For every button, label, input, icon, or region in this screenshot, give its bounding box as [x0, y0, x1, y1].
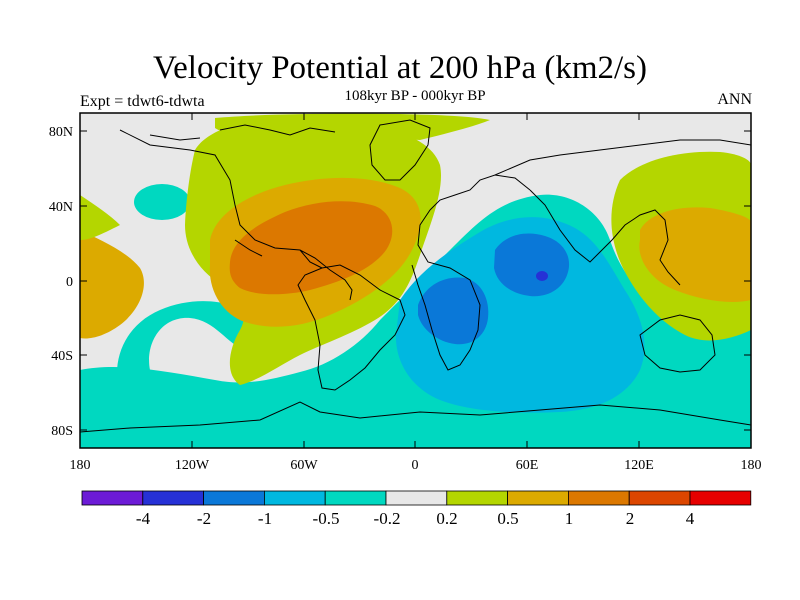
- y-tick-label: 40S: [51, 349, 73, 364]
- y-tick-label: 0: [66, 275, 73, 290]
- colorbar-box: [385, 490, 448, 506]
- x-tick-label: 120W: [175, 458, 210, 473]
- colorbar-labels: -4 -2 -1 -0.5 -0.2 0.2 0.5 1 2 4: [136, 509, 695, 528]
- contour-gold-west: [80, 230, 144, 339]
- contour-cyan-north-pacific: [134, 184, 190, 220]
- colorbar-box: [81, 490, 144, 506]
- contour-blue-darker-2: [494, 233, 570, 297]
- colorbar-label: 0.2: [436, 509, 457, 528]
- contour-green-northeast: [640, 160, 748, 187]
- x-tick-label: 120E: [624, 458, 654, 473]
- x-tick-label: 60W: [290, 458, 318, 473]
- colorbar-box: [446, 490, 508, 506]
- contour-field: [80, 113, 751, 448]
- coast-asia: [494, 139, 751, 286]
- colorbar-label: -2: [197, 509, 211, 528]
- plot-subtitle: 108kyr BP - 000kyr BP: [344, 88, 486, 104]
- experiment-label: Expt = tdwt6-tdwta: [80, 93, 205, 110]
- colorbar-label: -1: [258, 509, 272, 528]
- y-tick-label: 80S: [51, 424, 73, 439]
- contour-gold-east: [639, 207, 751, 302]
- y-axis-ticks: [80, 130, 751, 431]
- plot-title: Velocity Potential at 200 hPa (km2/s): [152, 50, 648, 86]
- coast-south-america: [297, 264, 406, 391]
- colorbar-box: [324, 490, 387, 506]
- contour-blue-darker: [418, 277, 489, 345]
- colorbar-label: 1: [565, 509, 574, 528]
- colorbar-box: [263, 490, 326, 506]
- coast-australia: [639, 314, 716, 373]
- contour-cyan-pacific: [116, 301, 263, 396]
- contour-min-cell: [536, 271, 548, 281]
- colorbar-box: [142, 490, 205, 506]
- contour-green-west: [80, 195, 120, 240]
- coast-north-america: [119, 129, 353, 301]
- colorbar-box: [568, 490, 630, 506]
- y-tick-label: 40N: [49, 200, 73, 215]
- colorbar-box: [203, 490, 265, 506]
- coast-antarctica: [80, 401, 751, 433]
- colorbar-label: -0.2: [374, 509, 401, 528]
- colorbar-box: [507, 490, 569, 506]
- colorbar-box: [689, 490, 752, 506]
- colorbar-label: 2: [626, 509, 635, 528]
- x-axis-ticks: [79, 113, 752, 448]
- coast-europe-africa: [411, 174, 531, 371]
- x-tick-label: 180: [70, 458, 91, 473]
- colorbar-label: -4: [136, 509, 151, 528]
- colorbar-box: [628, 490, 691, 506]
- x-tick-label: 180: [741, 458, 762, 473]
- coastlines: [80, 119, 751, 433]
- colorbar-label: -0.5: [313, 509, 340, 528]
- x-tick-label: 0: [412, 458, 419, 473]
- season-label: ANN: [717, 91, 752, 108]
- coast-greenland: [369, 119, 431, 181]
- contour-blue-indian: [395, 217, 645, 413]
- colorbar-label: 4: [686, 509, 695, 528]
- y-tick-label: 80N: [49, 125, 73, 140]
- colorbar: [81, 490, 752, 506]
- colorbar-label: 0.5: [497, 509, 518, 528]
- x-tick-label: 60E: [516, 458, 539, 473]
- coast-arctic-islands: [149, 124, 336, 141]
